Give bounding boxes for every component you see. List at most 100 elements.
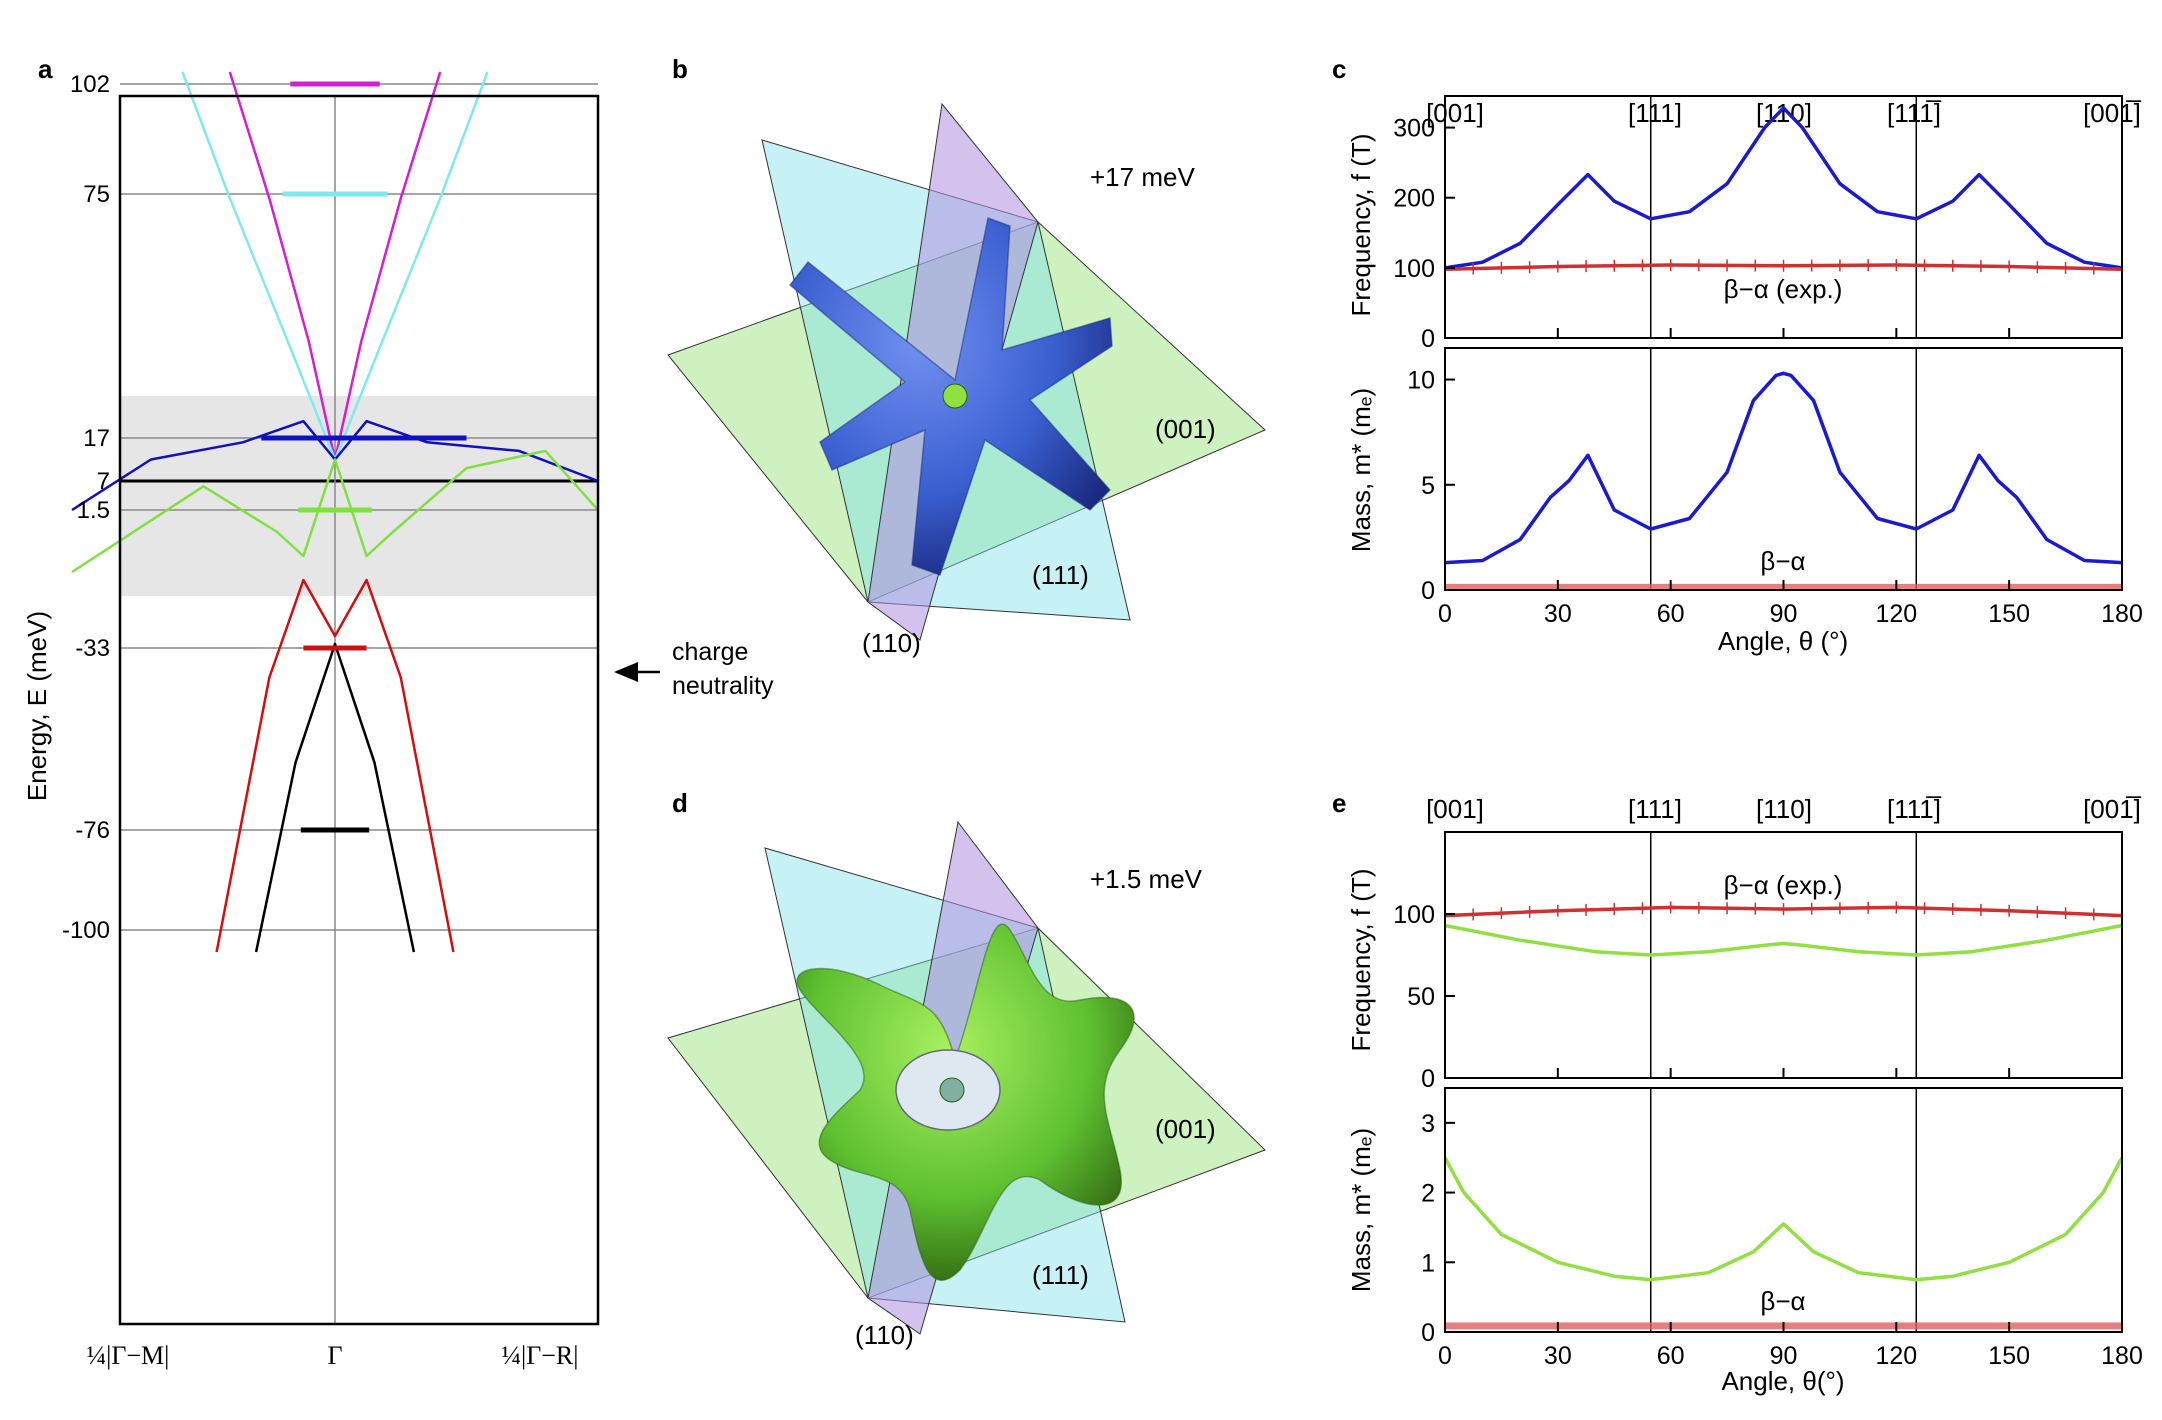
c-bot-series-0	[1444, 371, 2123, 565]
plane-label-110-d: (110)	[855, 1320, 914, 1350]
c-bot-ytick-label-1: 5	[1421, 472, 1435, 500]
e-dir-001: [001]	[1426, 794, 1484, 824]
c-bot-xtick-label-0: 0	[1438, 600, 1452, 628]
plane-label-111-b: (111)	[1032, 560, 1089, 590]
e-bot-xtick-label-6: 180	[2101, 1342, 2143, 1370]
e-bot-ytick-label-2: 2	[1421, 1180, 1435, 1208]
c-dir-110: [110]	[1756, 98, 1812, 128]
a-ytick-7: 7	[97, 468, 110, 495]
e-bot-xtick-label-2: 60	[1657, 1342, 1685, 1370]
plane-label-111-d: (111)	[1032, 1260, 1089, 1290]
c-top-ytick-label-3: 300	[1393, 115, 1435, 143]
c-bottom-ylabel: Mass, m* (mₑ)	[1346, 388, 1376, 552]
c-bot-xtick-label-3: 90	[1770, 600, 1798, 628]
green-surface-center	[939, 1077, 965, 1103]
a-xtick-gamma-m: ¼|Γ−M|	[87, 1341, 170, 1370]
c-xlabel: Angle, θ (°)	[1718, 626, 1848, 656]
panel-a-bands	[71, 71, 599, 953]
a-ytick-1.5: 1.5	[77, 497, 110, 524]
charge-neutrality-label-2: neutrality	[672, 672, 774, 700]
e-top-frame	[1444, 831, 2123, 1079]
panel-a-frame	[118, 94, 600, 1326]
c-top-curve-label: β−α (exp.)	[1724, 274, 1843, 304]
panel-e-direction-labels: [001] [111] [110] [111̅] [001̅]	[1426, 794, 2142, 824]
panel-d-energy: +1.5 meV	[1090, 864, 1203, 894]
e-top-ytick-label-0: 0	[1421, 1065, 1435, 1093]
e-bot-xtick-label-5: 150	[1988, 1342, 2030, 1370]
e-xlabel: Angle, θ(°)	[1721, 1366, 1844, 1396]
c-bot-xtick-label-5: 150	[1988, 600, 2030, 628]
e-top-curve-label: β−α (exp.)	[1724, 870, 1843, 900]
e-top-ylabel: Frequency, f (T)	[1346, 868, 1376, 1051]
e-top-ytick-label-2: 100	[1393, 901, 1435, 929]
e-bot-xtick-label-0: 0	[1438, 1342, 1452, 1370]
e-bot-ytick-label-3: 3	[1421, 1110, 1435, 1138]
a-ytick-102: 102	[70, 71, 110, 98]
green-fermi-surface	[796, 923, 1135, 1282]
e-bottom-ylabel: Mass, m* (mₑ)	[1346, 1128, 1376, 1292]
c-bot-xtick-label-4: 120	[1875, 600, 1917, 628]
e-bot-ytick-label-1: 1	[1421, 1249, 1435, 1277]
panel-b-fermi-surface-17mev: b +17 meV (001) (111) (110)	[667, 54, 1266, 658]
a-ytick-m33: -33	[75, 635, 110, 662]
a-band-4	[215, 578, 455, 953]
c-bot-xtick-label-1: 30	[1544, 600, 1572, 628]
plane-label-001-d: (001)	[1155, 1114, 1216, 1144]
panel-a-shaded-band	[120, 395, 598, 596]
charge-neutrality-label-1: charge	[672, 638, 748, 666]
plane-label-001-b: (001)	[1155, 414, 1216, 444]
e-bot-series-0	[1443, 1156, 2124, 1282]
e-bot-xtick-label-1: 30	[1544, 1342, 1572, 1370]
c-bot-ytick-label-0: 0	[1421, 577, 1435, 605]
panel-a-band-structure: a 102 75 17 7 1.5 -33 -76 -100 Energy, E…	[22, 54, 774, 1370]
e-bot-xtick-label-4: 120	[1875, 1342, 1917, 1370]
c-top-series-0	[1444, 106, 2123, 270]
a-ytick-75: 75	[83, 181, 110, 208]
a-ytick-m100: -100	[62, 917, 110, 944]
charge-neutrality-arrow	[614, 662, 660, 682]
e-dir-11-1bar: [111̅]	[1887, 794, 1942, 824]
c-dir-111: [111]	[1628, 98, 1682, 128]
c-top-ylabel: Frequency, f (T)	[1346, 133, 1376, 316]
panel-e-letter: e	[1332, 788, 1346, 818]
c-top-ytick-label-2: 200	[1393, 185, 1435, 213]
e-top-ytick-label-1: 50	[1407, 983, 1435, 1011]
e-bottom-curve-label: β−α	[1760, 1286, 1805, 1316]
c-dir-001: [001]	[1426, 98, 1484, 128]
panel-d-letter: d	[672, 788, 688, 818]
blue-fermi-surface	[788, 216, 1113, 576]
panel-e-quantum-oscillations: e [001] [111] [110] [111̅] [001̅] 050100…	[1332, 788, 2143, 1396]
panel-c-mass-plot: 0 5 10 0 30 60 90 120 150 180	[1407, 347, 2143, 628]
panel-c-quantum-oscillations: c [001] [111] [110] [111̅] [001̅] 0 10 0 20…	[1332, 54, 2143, 656]
blue-surface-pocket	[942, 383, 968, 409]
panel-a-letter: a	[38, 54, 53, 84]
panel-c-frequency-plot: 0 100 200 300	[1393, 95, 2123, 353]
c-top-ytick-label-0: 0	[1421, 325, 1435, 353]
panel-e-frequency-plot: 0 50 100	[1393, 831, 2123, 1093]
a-ytick-m76: -76	[75, 817, 110, 844]
a-xtick-gamma: Γ	[327, 1341, 342, 1370]
a-ytick-17: 17	[83, 425, 110, 452]
panel-b-energy: +17 meV	[1090, 162, 1195, 192]
e-bot-ytick-label-0: 0	[1421, 1319, 1435, 1347]
a-band-5	[254, 642, 416, 953]
c-dir-11-1bar: [111̅]	[1887, 98, 1942, 128]
plane-label-110-b: (110)	[862, 628, 921, 658]
c-bot-xtick-label-6: 180	[2101, 600, 2143, 628]
panel-c-direction-labels: [001] [111] [110] [111̅] [001̅]	[1426, 98, 2142, 128]
a-xtick-gamma-r: ¼|Γ−R|	[502, 1341, 579, 1370]
c-bottom-curve-label: β−α	[1760, 546, 1805, 576]
panel-b-letter: b	[672, 54, 688, 84]
panel-c-letter: c	[1332, 54, 1346, 84]
c-bot-ytick-label-2: 10	[1407, 367, 1435, 395]
c-dir-00-1bar: [001̅]	[2083, 98, 2142, 128]
e-dir-110: [110]	[1756, 794, 1812, 824]
e-dir-00-1bar: [001̅]	[2083, 794, 2142, 824]
e-top-series-0	[1444, 923, 2123, 957]
panel-a-ylabel: Energy, E (meV)	[22, 611, 52, 801]
c-bot-xtick-label-2: 60	[1657, 600, 1685, 628]
e-bot-xtick-label-3: 90	[1770, 1342, 1798, 1370]
panel-a-yticks: 102 75 17 7 1.5 -33 -76 -100	[62, 71, 110, 944]
